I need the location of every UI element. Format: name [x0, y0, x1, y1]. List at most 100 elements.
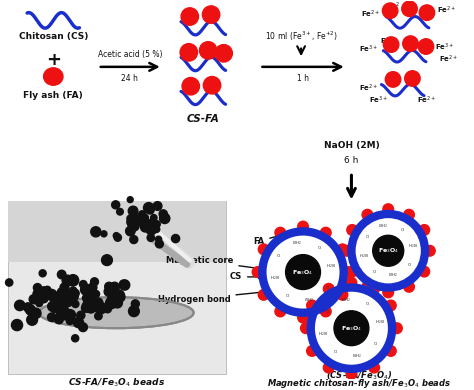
- Text: CS-FA/Fe$_3$O$_4$ beads: CS-FA/Fe$_3$O$_4$ beads: [68, 377, 165, 389]
- Circle shape: [258, 289, 269, 300]
- Circle shape: [385, 72, 401, 87]
- Circle shape: [57, 288, 66, 297]
- Circle shape: [84, 297, 96, 308]
- Text: $NH_2$: $NH_2$: [292, 240, 302, 247]
- Circle shape: [73, 317, 83, 328]
- Text: O: O: [318, 246, 321, 250]
- Circle shape: [323, 362, 334, 373]
- Circle shape: [95, 303, 107, 314]
- Circle shape: [347, 266, 357, 277]
- Circle shape: [341, 245, 352, 256]
- Circle shape: [129, 213, 138, 222]
- Text: Magnetic chitosan-fly ash/Fe$_3$O$_4$ beads: Magnetic chitosan-fly ash/Fe$_3$O$_4$ be…: [267, 377, 451, 390]
- Circle shape: [383, 287, 393, 298]
- Text: O: O: [373, 270, 376, 274]
- Circle shape: [117, 208, 123, 215]
- Circle shape: [137, 217, 146, 225]
- Text: Chitosan (CS): Chitosan (CS): [18, 32, 88, 41]
- Text: Fe$^{3+}$: Fe$^{3+}$: [359, 44, 379, 55]
- Circle shape: [347, 225, 357, 235]
- Circle shape: [147, 234, 155, 241]
- Text: Fe$^{2+}$: Fe$^{2+}$: [361, 9, 381, 20]
- Circle shape: [68, 276, 78, 286]
- Circle shape: [346, 369, 357, 379]
- Text: Fe$^{2+}$: Fe$^{2+}$: [417, 95, 437, 106]
- Circle shape: [84, 299, 91, 307]
- Circle shape: [40, 294, 48, 303]
- Circle shape: [29, 295, 38, 304]
- Circle shape: [60, 309, 71, 320]
- Circle shape: [362, 209, 373, 220]
- Circle shape: [404, 282, 414, 292]
- Text: O: O: [366, 302, 369, 306]
- Circle shape: [425, 245, 435, 256]
- Circle shape: [92, 299, 100, 306]
- Circle shape: [31, 308, 41, 319]
- Circle shape: [57, 305, 68, 316]
- Circle shape: [258, 244, 269, 255]
- Circle shape: [313, 289, 390, 367]
- Circle shape: [51, 296, 62, 307]
- Circle shape: [63, 295, 70, 302]
- Circle shape: [383, 37, 399, 52]
- Ellipse shape: [39, 297, 194, 328]
- Text: O: O: [365, 235, 369, 239]
- Circle shape: [54, 299, 63, 308]
- Circle shape: [138, 211, 146, 218]
- Circle shape: [112, 201, 120, 209]
- Text: CS: CS: [230, 272, 262, 282]
- Circle shape: [55, 300, 66, 311]
- Circle shape: [373, 235, 404, 266]
- Circle shape: [114, 290, 125, 301]
- Circle shape: [67, 275, 79, 286]
- Circle shape: [72, 335, 79, 342]
- Circle shape: [92, 291, 100, 298]
- Circle shape: [298, 312, 309, 323]
- Circle shape: [55, 300, 63, 308]
- Text: O: O: [285, 294, 289, 298]
- Circle shape: [154, 226, 160, 232]
- Circle shape: [203, 76, 221, 94]
- Circle shape: [90, 289, 97, 297]
- Circle shape: [95, 312, 102, 320]
- Circle shape: [148, 220, 155, 226]
- Circle shape: [104, 305, 111, 313]
- Text: (CS-FA/Fe$_3$O$_4$): (CS-FA/Fe$_3$O$_4$): [326, 370, 392, 382]
- Text: NaOH (2M): NaOH (2M): [324, 142, 379, 151]
- Circle shape: [369, 362, 380, 373]
- Circle shape: [113, 290, 124, 301]
- Text: O: O: [277, 254, 281, 258]
- Circle shape: [85, 287, 97, 298]
- Circle shape: [383, 3, 398, 18]
- Circle shape: [129, 221, 139, 231]
- Bar: [8, 201, 226, 374]
- Circle shape: [337, 289, 348, 300]
- Text: Acetic acid (5 %): Acetic acid (5 %): [98, 50, 162, 59]
- Text: O: O: [326, 286, 329, 290]
- Circle shape: [84, 305, 91, 312]
- Circle shape: [113, 232, 119, 239]
- Circle shape: [106, 297, 117, 308]
- Circle shape: [130, 236, 138, 244]
- Circle shape: [182, 78, 200, 95]
- Circle shape: [404, 209, 414, 220]
- Circle shape: [146, 225, 156, 235]
- Circle shape: [88, 284, 95, 291]
- Circle shape: [58, 292, 66, 300]
- Text: 1 h: 1 h: [297, 74, 309, 83]
- Circle shape: [81, 284, 91, 295]
- Circle shape: [68, 291, 78, 301]
- Circle shape: [80, 280, 87, 288]
- Text: Fe$^{2}$: Fe$^{2}$: [386, 1, 400, 12]
- Circle shape: [275, 306, 286, 317]
- Circle shape: [153, 202, 162, 210]
- Circle shape: [6, 279, 13, 286]
- Circle shape: [419, 266, 429, 277]
- Circle shape: [181, 8, 199, 25]
- Circle shape: [112, 298, 122, 308]
- Circle shape: [128, 206, 138, 216]
- Circle shape: [104, 287, 113, 296]
- Text: Magnetic core: Magnetic core: [166, 256, 281, 273]
- Circle shape: [127, 215, 135, 222]
- Circle shape: [95, 301, 102, 308]
